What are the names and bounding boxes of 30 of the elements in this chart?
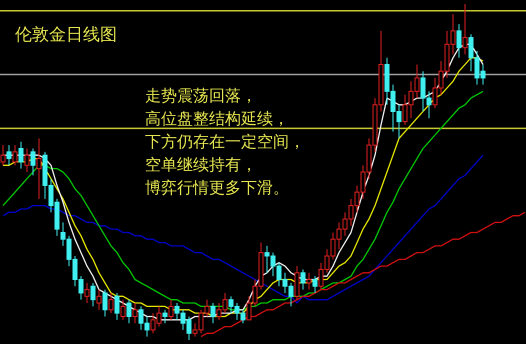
annotation: 下方仍存在一定空间， [145,132,305,151]
annotation: 走势震荡回落， [145,86,257,105]
candlestick [36,138,42,200]
candlestick [90,282,96,307]
candlestick [102,289,108,317]
candlestick [306,272,312,290]
annotation: 空单继续持有， [145,155,257,174]
text: 伦敦金日线图 [15,25,117,45]
candlestick [96,289,102,310]
candlestick [24,148,30,172]
candlestick [12,144,18,166]
candlestick [108,292,114,314]
candlestick [18,141,24,170]
candlestick [300,268,306,290]
candlestick [6,144,12,166]
candlestick [84,282,90,304]
candlestick [294,266,300,300]
candlestick [126,299,132,324]
candlestick [30,148,36,176]
candlestick [114,292,120,320]
annotation: 高位盘整结构延续， [145,109,289,128]
candlestick [456,24,462,58]
annotation: 博弈行情更多下滑。 [145,178,289,197]
candlestick [120,299,126,320]
candlestick [168,299,174,320]
candlestick [462,4,468,55]
candlestick [132,302,138,324]
candlestick [210,302,216,324]
candlestick [162,309,168,324]
candlestick [312,276,318,294]
